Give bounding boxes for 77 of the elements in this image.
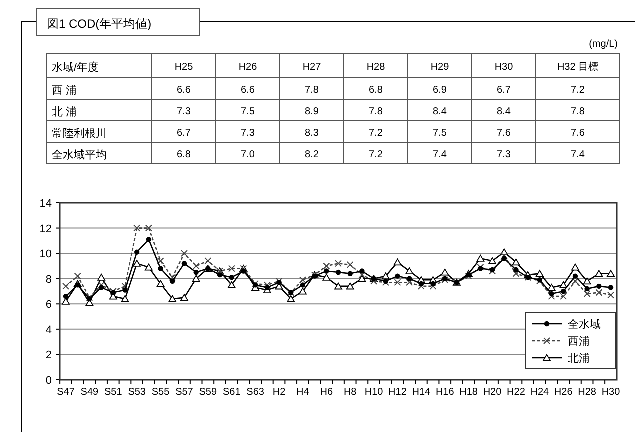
x-tick-label: H8 [344, 387, 358, 398]
legend-label: 全水域 [568, 318, 601, 331]
data-label: 7.0 [241, 150, 256, 160]
y-tick-label: 12 [40, 223, 52, 236]
data-label: 7.8 [369, 106, 384, 118]
chart-title: 図1 COD(年平均値) [47, 17, 152, 31]
data-label: 7.3 [241, 128, 256, 139]
x-tick-label: H28 [578, 387, 597, 398]
data-label: 7.8 [305, 85, 320, 96]
x-tick-label: H16 [436, 387, 455, 398]
y-tick-label: 4 [46, 324, 52, 336]
x-tick-label: H29 [430, 62, 450, 73]
x-tick-label: H24 [530, 387, 550, 398]
y-tick-label: 6 [46, 299, 52, 312]
data-label: 7.5 [433, 128, 448, 139]
data-label: 7.2 [369, 150, 384, 160]
x-tick-label: H28 [366, 62, 386, 73]
x-tick-label: H32 目標 [557, 61, 599, 73]
data-label: 6.7 [177, 128, 192, 139]
data-label: 8.4 [497, 106, 512, 118]
x-tick-label: S57 [176, 387, 194, 398]
x-tick-label: H4 [296, 387, 310, 398]
data-label: 6.7 [497, 85, 512, 96]
x-tick-label: H2 [272, 387, 286, 398]
x-tick-label: H6 [320, 387, 334, 398]
x-tick-label: H25 [174, 62, 194, 73]
data-label: 7.8 [571, 106, 586, 118]
x-tick-label: S53 [128, 387, 146, 398]
y-tick-label: 8 [46, 274, 52, 286]
x-tick-label: H18 [460, 387, 478, 398]
legend-label: 北浦 [568, 352, 590, 365]
x-tick-label: H30 [602, 387, 621, 398]
data-label: 8.9 [305, 106, 320, 118]
y-tick-label: 14 [40, 198, 52, 210]
data-label: 8.4 [433, 106, 448, 118]
data-label: 7.5 [241, 106, 256, 118]
x-tick-label: H26 [554, 387, 574, 398]
x-tick-label: H12 [388, 387, 408, 398]
x-tick-label: H10 [364, 387, 384, 398]
x-tick-label: H22 [507, 387, 526, 398]
data-label: 8.2 [305, 150, 320, 160]
data-label: 7.6 [571, 128, 586, 139]
data-label: 6.6 [177, 85, 192, 96]
y-tick-label: 0 [46, 375, 52, 387]
data-label: 7.3 [497, 150, 512, 160]
data-label: 6.9 [433, 85, 448, 96]
legend-label: 西浦 [568, 336, 590, 348]
y-tick-label: 西 浦 [52, 85, 78, 97]
data-label: 8.3 [305, 128, 320, 139]
x-tick-label: H27 [302, 62, 322, 73]
x-tick-label: S59 [199, 387, 218, 398]
x-tick-label: S49 [80, 387, 100, 398]
x-tick-label: S55 [152, 387, 170, 398]
data-label: 7.2 [369, 128, 384, 139]
x-tick-label: S47 [57, 387, 76, 398]
x-tick-label: H20 [483, 387, 502, 398]
text: (mg/L) [589, 39, 618, 50]
x-tick-label: S61 [222, 387, 242, 398]
x-tick-label: H14 [412, 387, 432, 398]
y-tick-label: 2 [46, 350, 52, 362]
y-tick-label: 全水域平均 [52, 148, 107, 162]
x-tick-label: H30 [494, 62, 514, 73]
data-label: 7.2 [571, 85, 586, 96]
x-tick-label: S63 [246, 387, 265, 398]
data-label: 7.4 [571, 150, 586, 160]
data-label: 6.8 [369, 85, 384, 96]
x-tick-label: S51 [104, 387, 123, 398]
y-tick-label: 常陸利根川 [52, 127, 107, 140]
y-tick-label: 北 浦 [52, 106, 78, 118]
data-label: 6.6 [241, 85, 256, 96]
data-label: 7.6 [497, 128, 512, 139]
data-label: 7.3 [177, 106, 192, 118]
text: 水域/年度 [52, 61, 100, 74]
data-label: 7.4 [433, 150, 448, 160]
x-tick-label: H26 [238, 62, 258, 73]
data-label: 6.8 [177, 150, 192, 160]
y-tick-label: 10 [40, 248, 52, 261]
